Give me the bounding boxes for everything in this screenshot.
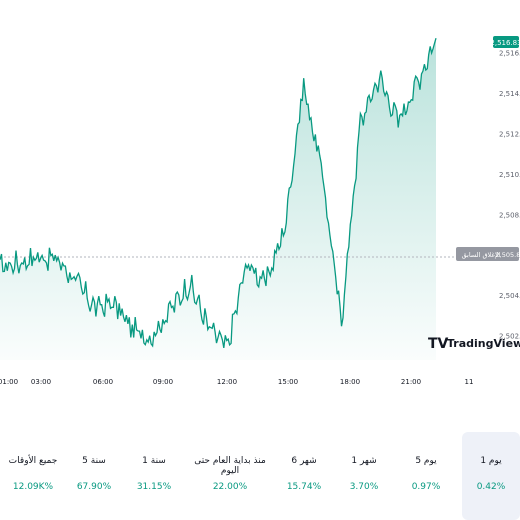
period-label: 1 يوم: [480, 456, 502, 466]
tradingview-logo: TV TradingView: [428, 336, 520, 352]
y-axis-tick-label: 2,504.00: [499, 292, 520, 300]
price-area-fill: [0, 38, 436, 360]
period-label: 5 سنة: [82, 456, 106, 466]
y-axis-tick-label: 2,508.00: [499, 211, 520, 219]
period-1-day[interactable]: 1 يوم 0.42%: [462, 432, 520, 520]
last-price-badge: 2,516.83: [490, 36, 520, 48]
period-change: 0.97%: [411, 482, 441, 492]
period-label: 1 سنة: [142, 456, 166, 466]
period-change: 31.15%: [136, 482, 172, 492]
period-6-months[interactable]: 6 شهر 15.74%: [276, 432, 332, 520]
y-axis-tick-label: 2,516.00: [499, 49, 520, 57]
period-all-time[interactable]: جميع الأوقات 12.09K%: [4, 432, 62, 520]
period-label: 6 شهر: [291, 456, 317, 466]
x-axis-tick-label: 18:00: [340, 378, 360, 386]
price-chart[interactable]: 2,502.002,504.002,506.002,508.002,510.00…: [0, 0, 520, 400]
x-axis-tick-label: 01:00: [0, 378, 18, 386]
y-axis-tick-label: 2,514.00: [499, 90, 520, 98]
period-change: 22.00%: [212, 482, 248, 492]
period-5-years[interactable]: 5 سنة 67.90%: [66, 432, 122, 520]
x-axis-tick-label: 03:00: [31, 378, 51, 386]
period-label: جميع الأوقات: [8, 456, 58, 466]
x-axis-tick-label: 11: [465, 378, 474, 386]
x-axis-tick-label: 06:00: [93, 378, 113, 386]
period-label: 5 يوم: [415, 456, 437, 466]
previous-close-text: الإغلاق السابق: [462, 251, 501, 259]
period-5-days[interactable]: 5 يوم 0.97%: [398, 432, 454, 520]
x-axis-tick-label: 15:00: [278, 378, 298, 386]
period-ytd[interactable]: منذ بداية العام حتى اليوم 22.00%: [186, 432, 274, 520]
tradingview-wordmark: TradingView: [447, 337, 520, 350]
period-1-month[interactable]: 1 شهر 3.70%: [336, 432, 392, 520]
previous-close-badge: الإغلاق السابق 2,505.89: [456, 247, 520, 261]
period-label: 1 شهر: [351, 456, 377, 466]
x-axis-tick-label: 09:00: [153, 378, 173, 386]
previous-close-value: 2,505.89: [496, 251, 520, 259]
price-series-line: [0, 38, 437, 349]
period-change: 12.09K%: [12, 482, 54, 492]
x-axis-tick-label: 12:00: [217, 378, 237, 386]
period-change: 3.70%: [349, 482, 379, 492]
period-change: 15.74%: [286, 482, 322, 492]
period-label: منذ بداية العام حتى اليوم: [194, 456, 266, 476]
period-change: 67.90%: [76, 482, 112, 492]
period-1-year[interactable]: 1 سنة 31.15%: [126, 432, 182, 520]
period-change: 0.42%: [476, 482, 506, 492]
x-axis-tick-label: 21:00: [401, 378, 421, 386]
y-axis-tick-label: 2,502.00: [499, 333, 520, 341]
y-axis-tick-label: 2,510.00: [499, 171, 520, 179]
last-price-label: 2,516.83: [490, 39, 520, 47]
y-axis-tick-label: 2,512.00: [499, 130, 520, 138]
tradingview-mark: TV: [428, 336, 449, 352]
period-selector: جميع الأوقات 12.09K% 5 سنة 67.90% 1 سنة …: [0, 432, 520, 520]
